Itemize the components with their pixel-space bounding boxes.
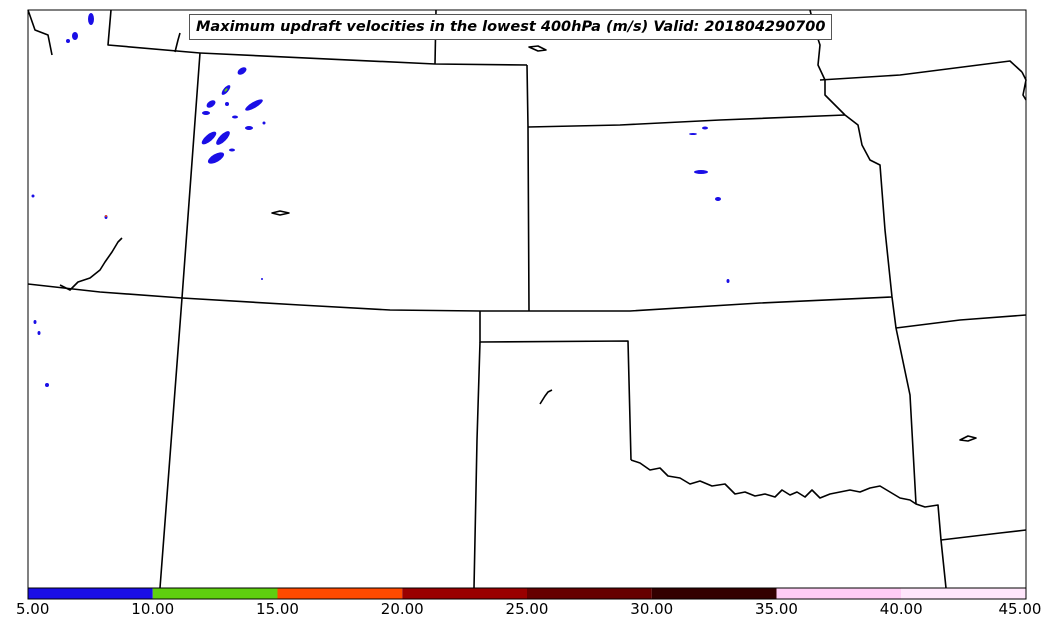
updraft-cell-core bbox=[105, 215, 107, 217]
colorbar-bin-0 bbox=[28, 588, 153, 599]
updraft-cell bbox=[202, 111, 210, 115]
colorbar-bin-7 bbox=[901, 588, 1026, 599]
updraft-cell bbox=[245, 126, 253, 130]
updraft-cell bbox=[232, 115, 238, 119]
colorbar-bin-2 bbox=[277, 588, 403, 599]
lake-shoreline-2 bbox=[271, 210, 290, 216]
updraft-cell bbox=[261, 278, 263, 280]
colorbar-bin-5 bbox=[651, 588, 777, 599]
boundary-west-lake bbox=[27, 9, 53, 56]
updraft-cell bbox=[206, 100, 216, 108]
colorbar-tick-label: 45.00 bbox=[998, 600, 1042, 618]
colorbar-bin-4 bbox=[527, 588, 652, 599]
updraft-cell bbox=[33, 320, 37, 324]
updraft-cell bbox=[37, 331, 41, 335]
updraft-cell bbox=[245, 99, 263, 111]
colorbar-tick-label: 20.00 bbox=[380, 600, 424, 618]
updraft-cell bbox=[216, 131, 230, 145]
colorbar-tick-label: 40.00 bbox=[879, 600, 923, 618]
updraft-cell bbox=[201, 131, 217, 145]
boundary-arkansas-south bbox=[940, 529, 1027, 541]
updraft-cell bbox=[88, 13, 94, 25]
boundary-kansas-east bbox=[844, 114, 917, 505]
updraft-cell bbox=[229, 148, 235, 152]
updraft-cell bbox=[237, 67, 247, 75]
river-snake bbox=[59, 237, 123, 291]
colorbar-bin-6 bbox=[776, 588, 902, 599]
boundary-kansas-north bbox=[529, 296, 893, 312]
colorbar-tick-label: 30.00 bbox=[630, 600, 674, 618]
updraft-cell bbox=[45, 383, 49, 387]
colorbar-tick-label: 15.00 bbox=[256, 600, 299, 618]
updraft-cells-15-20 bbox=[105, 215, 107, 217]
updraft-cells bbox=[31, 13, 730, 387]
boundary-nebraska-sd bbox=[527, 114, 846, 128]
updraft-cell bbox=[31, 194, 35, 198]
updraft-cell bbox=[72, 32, 78, 40]
updraft-cells-10-15 bbox=[224, 88, 228, 92]
lake-shoreline-3 bbox=[539, 389, 553, 405]
updraft-cell bbox=[207, 152, 225, 164]
boundary-nm-east bbox=[473, 341, 481, 589]
updraft-cell bbox=[262, 121, 266, 125]
boundary-wyoming-nebraska-north bbox=[199, 52, 528, 66]
boundary-iowa-north bbox=[819, 60, 1023, 81]
lake-shoreline-5 bbox=[174, 32, 181, 53]
colorbar-bin-1 bbox=[152, 588, 278, 599]
colorbar-tick-label: 25.00 bbox=[505, 600, 549, 618]
colorbar-frame bbox=[27, 587, 1027, 600]
boundary-colorado-south bbox=[479, 311, 632, 461]
boundary-wyoming-north bbox=[107, 9, 201, 54]
colorbar-tick-label: 35.00 bbox=[755, 600, 798, 618]
updraft-cell bbox=[225, 102, 229, 106]
updraft-cell bbox=[715, 197, 721, 201]
updraft-cell bbox=[66, 39, 70, 43]
updraft-cell-core bbox=[224, 88, 228, 92]
map-title: Maximum updraft velocities in the lowest… bbox=[189, 14, 833, 40]
colorbar-tick-label: 10.00 bbox=[131, 600, 175, 618]
colorbar bbox=[27, 587, 1027, 600]
updraft-cell bbox=[726, 279, 730, 283]
updraft-cell bbox=[702, 126, 708, 130]
updraft-cell bbox=[694, 170, 708, 174]
boundary-missouri-south bbox=[895, 314, 1027, 329]
colorbar-tick-label: 5.00 bbox=[15, 600, 50, 618]
lake-shoreline-4 bbox=[959, 435, 977, 442]
colorbar-bin-3 bbox=[402, 588, 527, 599]
boundary-red-river bbox=[630, 459, 947, 589]
boundary-mississippi-top bbox=[1021, 71, 1027, 101]
updraft-cell bbox=[689, 133, 697, 135]
lake-shoreline-1 bbox=[528, 45, 547, 52]
